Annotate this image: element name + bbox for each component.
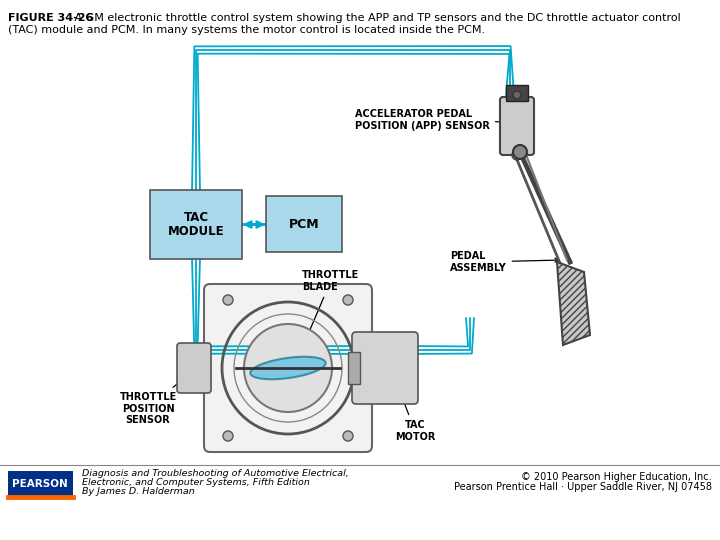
FancyBboxPatch shape [150,190,242,259]
FancyBboxPatch shape [177,343,211,393]
Text: By James D. Halderman: By James D. Halderman [82,487,194,496]
Text: FIGURE 34-26: FIGURE 34-26 [8,13,94,23]
Text: ACCELERATOR PEDAL
POSITION (APP) SENSOR: ACCELERATOR PEDAL POSITION (APP) SENSOR [355,109,504,131]
Text: Diagnosis and Troubleshooting of Automotive Electrical,: Diagnosis and Troubleshooting of Automot… [82,469,348,478]
FancyBboxPatch shape [348,352,360,384]
Text: TAC
MOTOR: TAC MOTOR [384,352,435,442]
Text: MODULE: MODULE [168,225,225,238]
Ellipse shape [251,357,325,379]
Circle shape [512,150,522,160]
FancyBboxPatch shape [266,196,342,252]
FancyBboxPatch shape [204,284,372,452]
Text: (TAC) module and PCM. In many systems the motor control is located inside the PC: (TAC) module and PCM. In many systems th… [8,25,485,35]
Text: Pearson Prentice Hall · Upper Saddle River, NJ 07458: Pearson Prentice Hall · Upper Saddle Riv… [454,482,712,492]
Circle shape [343,295,353,305]
Text: PCM: PCM [289,218,319,231]
Text: A GM electronic throttle control system showing the APP and TP sensors and the D: A GM electronic throttle control system … [71,13,680,23]
Circle shape [223,431,233,441]
Text: THROTTLE
BLADE: THROTTLE BLADE [293,271,359,368]
Circle shape [343,431,353,441]
FancyBboxPatch shape [500,97,534,155]
Circle shape [513,145,527,159]
Circle shape [223,295,233,305]
FancyBboxPatch shape [8,471,73,497]
Text: TAC: TAC [184,211,209,224]
Text: PEDAL
ASSEMBLY: PEDAL ASSEMBLY [450,251,559,273]
Text: THROTTLE
POSITION
SENSOR: THROTTLE POSITION SENSOR [120,370,193,425]
FancyBboxPatch shape [352,332,418,404]
Text: Electronic, and Computer Systems, Fifth Edition: Electronic, and Computer Systems, Fifth … [82,478,310,487]
Polygon shape [557,262,590,345]
Circle shape [513,91,521,99]
Circle shape [244,324,332,412]
FancyBboxPatch shape [506,85,528,101]
Text: © 2010 Pearson Higher Education, Inc.: © 2010 Pearson Higher Education, Inc. [521,472,712,482]
Text: PEARSON: PEARSON [12,479,68,489]
